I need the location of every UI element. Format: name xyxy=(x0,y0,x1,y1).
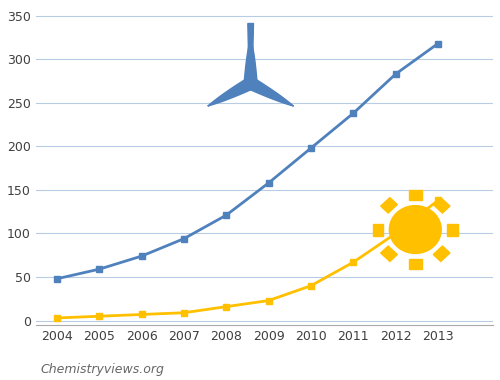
Polygon shape xyxy=(380,246,398,261)
Polygon shape xyxy=(380,198,398,213)
Polygon shape xyxy=(208,78,254,106)
Polygon shape xyxy=(447,223,458,236)
Polygon shape xyxy=(433,198,450,213)
Polygon shape xyxy=(409,190,422,200)
Polygon shape xyxy=(246,79,256,88)
Polygon shape xyxy=(244,38,257,83)
Polygon shape xyxy=(248,24,254,83)
Polygon shape xyxy=(248,78,294,106)
Polygon shape xyxy=(409,259,422,269)
Polygon shape xyxy=(373,223,384,236)
Text: Chemistryviews.org: Chemistryviews.org xyxy=(40,363,164,376)
Polygon shape xyxy=(433,246,450,261)
Polygon shape xyxy=(390,206,442,253)
